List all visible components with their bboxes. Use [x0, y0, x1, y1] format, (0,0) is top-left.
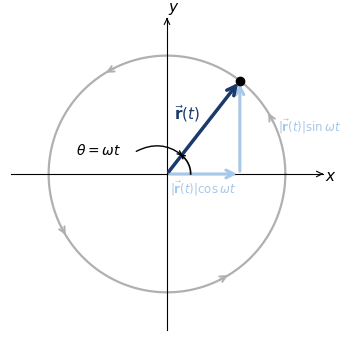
- Text: $|\vec{\mathbf{r}}(t)|\sin\omega t$: $|\vec{\mathbf{r}}(t)|\sin\omega t$: [278, 118, 341, 136]
- Text: $|\vec{\mathbf{r}}(t)|\cos\omega t$: $|\vec{\mathbf{r}}(t)|\cos\omega t$: [170, 180, 236, 198]
- Text: $y$: $y$: [168, 1, 180, 18]
- Text: $\theta = \omega t$: $\theta = \omega t$: [76, 143, 121, 158]
- Text: $\vec{\mathbf{r}}(t)$: $\vec{\mathbf{r}}(t)$: [174, 103, 200, 124]
- Text: $x$: $x$: [325, 169, 336, 184]
